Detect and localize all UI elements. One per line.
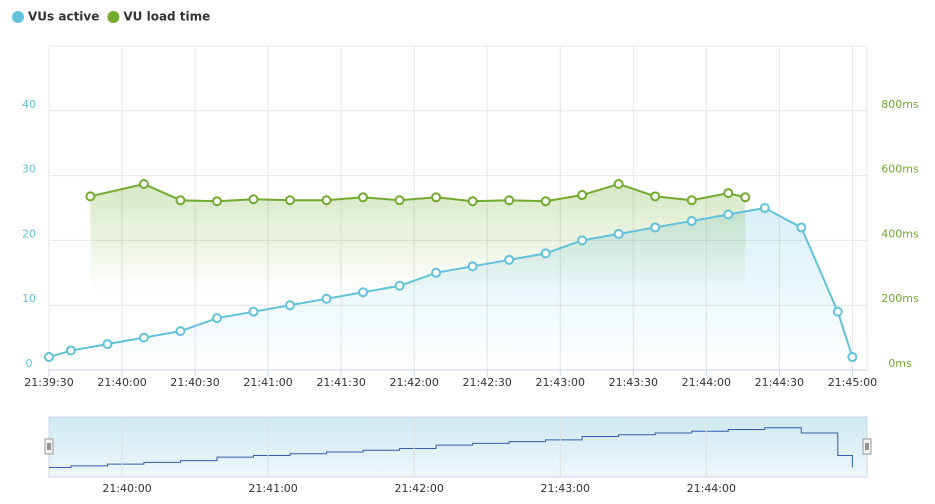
point [85,191,96,202]
navigator-tick-label: 21:40:00 [102,482,151,495]
point [847,352,858,363]
point [504,254,515,265]
x-tick-label: 21:45:00 [828,376,877,389]
point [321,293,332,304]
point [358,192,369,203]
x-tick-label: 21:44:00 [682,376,731,389]
x-tick-label: 21:41:30 [316,376,365,389]
navigator: 21:40:00 21:41:00 21:42:00 21:43:00 21:44:00 [44,416,872,495]
y2-tick-label: 200ms [881,292,919,305]
x-tick-label: 21:43:30 [609,376,658,389]
point [321,195,332,206]
y2-tick-label: 600ms [881,163,919,176]
area [90,184,746,292]
labels: 21:39:30 21:40:00 21:40:30 21:41:00 21:41:30… [22,98,919,389]
navigator-bg [48,416,868,478]
line [48,206,854,358]
y2-tick-label: 0ms [888,357,912,370]
areas [49,184,853,370]
legend-marker [12,11,24,23]
point [796,222,807,233]
y-tick-label: 20 [22,227,36,240]
point [431,192,442,203]
point [759,203,770,213]
legend-label: VUs active [28,10,99,24]
legend-marker [107,11,120,23]
navigator-handle [44,438,54,455]
point [211,313,222,324]
point [285,300,296,311]
legend-label: VU load time [123,10,210,24]
y-tick-label: 0 [26,357,33,370]
y-tick-label: 40 [22,98,36,111]
point [248,194,259,205]
point [394,195,405,206]
point [431,267,442,278]
point [740,192,751,203]
point [65,345,76,356]
point [138,332,149,343]
x-tick-label: 21:40:30 [170,376,219,389]
point [467,261,478,272]
point [613,179,624,190]
point [285,195,296,206]
point [650,191,661,202]
point [248,306,259,317]
point [832,306,843,317]
x-tick-label: 21:40:00 [97,376,146,389]
y2-tick-label: 800ms [881,98,919,111]
point [211,196,222,207]
point [577,235,588,246]
y-tick-label: 30 [22,163,36,176]
point [175,195,186,206]
point [138,179,149,190]
point [504,195,515,206]
lines [44,179,858,363]
navigator-line [49,427,853,469]
point [650,222,661,233]
point [686,195,697,206]
point [540,248,551,259]
x-tick-label: 21:39:30 [24,376,73,389]
point [102,339,113,350]
point [540,196,551,207]
point [44,352,54,363]
navigator-tick-label: 21:44:00 [687,482,736,495]
point [577,190,588,201]
x-tick-label: 21:42:30 [463,376,512,389]
point [358,287,369,298]
point [175,326,186,337]
point [613,228,624,239]
y-tick-label: 10 [22,292,36,305]
navigator-tick-label: 21:42:00 [394,482,443,495]
navigator-tick-label: 21:41:00 [248,482,297,495]
y2-tick-label: 400ms [881,227,919,240]
point [723,188,734,199]
navigator-tick-label: 21:43:00 [541,482,590,495]
x-tick-label: 21:44:30 [755,376,804,389]
x-tick-label: 21:41:00 [243,376,292,389]
point [686,215,697,226]
point [394,280,405,291]
point [723,209,734,220]
navigator-handle [862,438,872,455]
x-tick-label: 21:43:00 [536,376,585,389]
point [467,196,478,207]
x-tick-label: 21:42:00 [389,376,438,389]
